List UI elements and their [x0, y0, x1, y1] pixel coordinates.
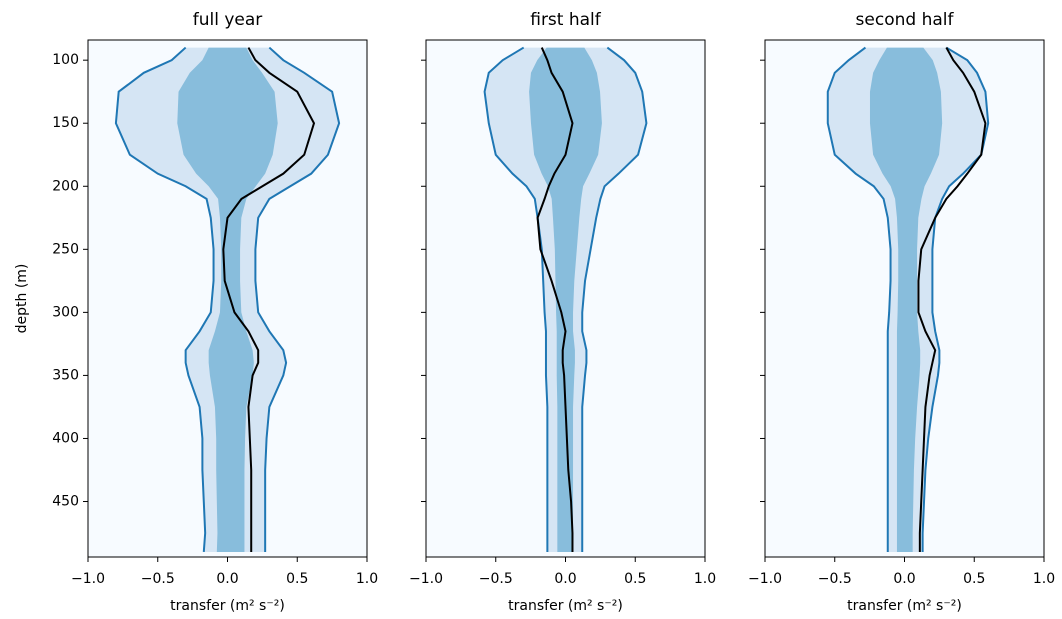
x-tick-label: 1.0 [1033, 571, 1055, 587]
x-tick-label: −0.5 [479, 571, 513, 587]
chart-title: second half [856, 10, 955, 30]
line [917, 47, 987, 552]
x-tick-label: 1.0 [694, 571, 716, 587]
line [536, 47, 574, 552]
x-tick-label: −0.5 [141, 571, 175, 587]
y-tick-label: 400 [52, 430, 79, 446]
line [826, 46, 892, 552]
density-band [827, 47, 989, 552]
density-core [529, 47, 602, 552]
x-axis-label: transfer (m² s⁻²) [847, 598, 962, 614]
x-tick-label: 1.0 [356, 571, 378, 587]
density-band [484, 47, 647, 552]
x-tick-label: 0.0 [216, 571, 238, 587]
y-tick-label: 100 [52, 52, 79, 68]
y-tick-label: 300 [52, 304, 79, 320]
x-tick-label: 0.0 [554, 571, 576, 587]
x-tick-label: −1.0 [71, 571, 105, 587]
line [483, 46, 549, 552]
x-axis-label: transfer (m² s⁻²) [170, 598, 285, 614]
density-core [869, 47, 943, 552]
line [222, 47, 316, 552]
x-tick-label: −1.0 [409, 571, 443, 587]
x-tick-label: 0.5 [286, 571, 308, 587]
x-tick-label: 0.5 [963, 571, 985, 587]
y-axis-label: depth (m) [14, 264, 30, 334]
y-tick-label: 200 [52, 178, 79, 194]
y-tick-label: 450 [52, 494, 79, 510]
chart-title: first half [530, 10, 602, 30]
y-tick-label: 250 [52, 241, 79, 257]
y-tick-label: 150 [52, 115, 79, 131]
y-tick-label: 350 [52, 367, 79, 383]
x-tick-label: −1.0 [748, 571, 782, 587]
x-tick-label: −0.5 [818, 571, 852, 587]
line [114, 46, 215, 553]
density-core [177, 47, 278, 552]
x-axis-label: transfer (m² s⁻²) [508, 598, 623, 614]
x-tick-label: 0.0 [893, 571, 915, 587]
line [254, 46, 341, 552]
line [921, 46, 990, 552]
line [581, 46, 648, 552]
x-tick-label: 0.5 [624, 571, 646, 587]
chart-title: full year [193, 10, 263, 30]
